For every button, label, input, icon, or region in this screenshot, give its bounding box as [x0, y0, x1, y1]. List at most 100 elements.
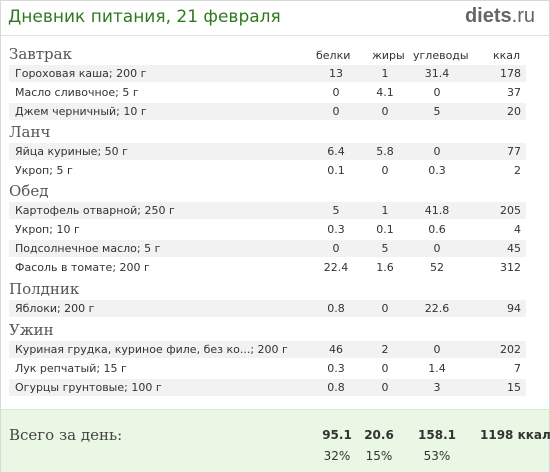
food-fat: 5	[381, 242, 389, 255]
food-protein: 0.3	[327, 362, 345, 375]
meal-heading: Завтрак	[9, 45, 72, 63]
food-kcal: 94	[507, 302, 521, 315]
column-header-carbs: углеводы	[413, 49, 469, 62]
column-header-kcal: ккал	[493, 49, 521, 62]
food-fat: 0	[381, 362, 389, 375]
food-carbs: 52	[430, 261, 444, 274]
meal-heading: Ланч	[9, 123, 51, 141]
food-protein: 0.1	[327, 164, 345, 177]
food-kcal: 37	[507, 86, 521, 99]
food-fat: 0.1	[376, 223, 394, 236]
food-carbs: 5	[433, 105, 441, 118]
food-kcal: 205	[500, 204, 521, 217]
site-logo[interactable]: diets.ru	[465, 5, 535, 28]
food-name[interactable]: Гороховая каша; 200 г	[15, 67, 147, 80]
food-kcal: 20	[507, 105, 521, 118]
food-name[interactable]: Куриная грудка, куриное филе, без ко...;…	[15, 343, 288, 356]
food-row: Укроп; 10 г 0.3 0.1 0.6 4	[9, 221, 526, 238]
food-fat: 1	[381, 67, 389, 80]
food-row: Подсолнечное масло; 5 г 0 5 0 45	[9, 240, 526, 257]
food-kcal: 2	[514, 164, 521, 177]
food-protein: 5	[332, 204, 340, 217]
food-kcal: 45	[507, 242, 521, 255]
food-name[interactable]: Укроп; 10 г	[15, 223, 80, 236]
food-fat: 5.8	[376, 145, 394, 158]
food-row: Укроп; 5 г 0.1 0 0.3 2	[9, 162, 526, 179]
food-row: Масло сливочное; 5 г 0 4.1 0 37	[9, 84, 526, 101]
total-kcal: 1198 ккал	[480, 428, 550, 442]
food-carbs: 1.4	[428, 362, 446, 375]
food-carbs: 0	[433, 343, 441, 356]
food-name[interactable]: Масло сливочное; 5 г	[15, 86, 139, 99]
header-divider	[1, 35, 549, 36]
food-row: Огурцы грунтовые; 100 г 0.8 0 3 15	[9, 379, 526, 396]
food-protein: 13	[329, 67, 343, 80]
food-carbs: 31.4	[424, 67, 450, 80]
column-header-protein: белки	[316, 49, 351, 62]
food-kcal: 77	[507, 145, 521, 158]
logo-brand: diets	[464, 5, 512, 27]
food-row: Картофель отварной; 250 г 5 1 41.8 205	[9, 202, 526, 219]
food-carbs: 41.8	[424, 204, 450, 217]
food-name[interactable]: Картофель отварной; 250 г	[15, 204, 175, 217]
total-carbs: 158.1	[418, 428, 456, 442]
food-name[interactable]: Фасоль в томате; 200 г	[15, 261, 150, 274]
food-kcal: 4	[514, 223, 521, 236]
food-carbs: 3	[433, 381, 441, 394]
food-kcal: 312	[500, 261, 521, 274]
food-protein: 0.8	[327, 302, 345, 315]
food-protein: 6.4	[327, 145, 345, 158]
totals-label: Всего за день:	[9, 426, 123, 444]
food-fat: 1.6	[376, 261, 394, 274]
food-row: Гороховая каша; 200 г 13 1 31.4 178	[9, 65, 526, 82]
food-protein: 46	[329, 343, 343, 356]
total-protein: 95.1	[322, 428, 352, 442]
food-name[interactable]: Лук репчатый; 15 г	[15, 362, 127, 375]
food-name[interactable]: Яблоки; 200 г	[15, 302, 95, 315]
food-kcal: 178	[500, 67, 521, 80]
food-carbs: 0	[433, 145, 441, 158]
food-fat: 0	[381, 164, 389, 177]
food-name[interactable]: Подсолнечное масло; 5 г	[15, 242, 161, 255]
column-header-fat: жиры	[372, 49, 405, 62]
carbs-percent: 53%	[423, 449, 451, 463]
food-row: Яйца куриные; 50 г 6.4 5.8 0 77	[9, 143, 526, 160]
food-fat: 2	[381, 343, 389, 356]
page-title: Дневник питания, 21 февраля	[8, 7, 281, 27]
food-carbs: 0	[433, 242, 441, 255]
meal-heading: Ужин	[9, 321, 54, 339]
food-protein: 0	[332, 86, 340, 99]
food-protein: 22.4	[323, 261, 349, 274]
food-kcal: 15	[507, 381, 521, 394]
food-fat: 1	[381, 204, 389, 217]
food-row: Яблоки; 200 г 0.8 0 22.6 94	[9, 300, 526, 317]
protein-percent: 32%	[323, 449, 351, 463]
food-row: Фасоль в томате; 200 г 22.4 1.6 52 312	[9, 259, 526, 276]
meal-heading: Полдник	[9, 280, 80, 298]
food-carbs: 0	[433, 86, 441, 99]
food-fat: 0	[381, 302, 389, 315]
food-name[interactable]: Огурцы грунтовые; 100 г	[15, 381, 162, 394]
food-name[interactable]: Яйца куриные; 50 г	[15, 145, 128, 158]
food-fat: 4.1	[376, 86, 394, 99]
food-carbs: 22.6	[424, 302, 450, 315]
meal-heading: Обед	[9, 182, 49, 200]
food-protein: 0.3	[327, 223, 345, 236]
food-carbs: 0.3	[428, 164, 446, 177]
food-name[interactable]: Укроп; 5 г	[15, 164, 73, 177]
logo-tld: .ru	[511, 5, 535, 27]
food-carbs: 0.6	[428, 223, 446, 236]
day-totals: Всего за день: 95.1 20.6 158.1 1198 ккал…	[1, 409, 550, 472]
food-row: Джем черничный; 10 г 0 0 5 20	[9, 103, 526, 120]
fat-percent: 15%	[365, 449, 393, 463]
food-protein: 0	[332, 242, 340, 255]
food-fat: 0	[381, 105, 389, 118]
food-protein: 0	[332, 105, 340, 118]
total-fat: 20.6	[364, 428, 394, 442]
food-name[interactable]: Джем черничный; 10 г	[15, 105, 147, 118]
food-fat: 0	[381, 381, 389, 394]
food-kcal: 7	[514, 362, 521, 375]
food-protein: 0.8	[327, 381, 345, 394]
food-row: Лук репчатый; 15 г 0.3 0 1.4 7	[9, 360, 526, 377]
